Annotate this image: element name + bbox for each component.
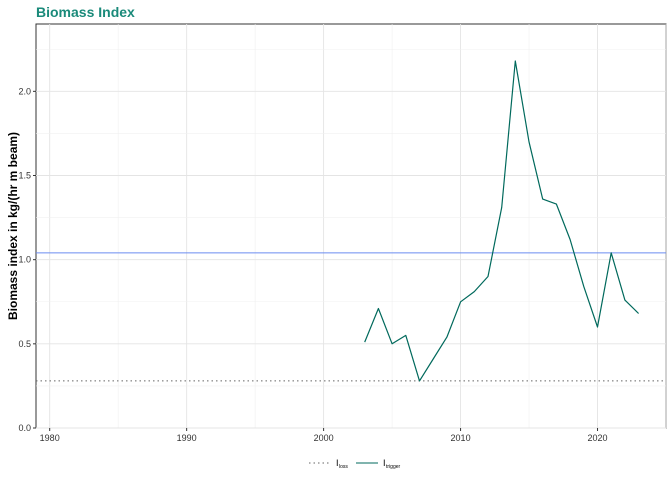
plot-panel [35,23,667,429]
x-tick-label: 2000 [314,433,334,443]
y-tick-label: 1.0 [18,255,31,265]
y-tick-label: 2.0 [18,86,31,96]
x-axis-ticks: 1980 1990 2000 2010 2020 [40,428,608,443]
chart-title: Biomass Index [36,4,135,20]
y-axis-ticks: 0.0 0.5 1.0 1.5 2.0 [18,86,36,433]
x-tick-label: 2020 [588,433,608,443]
grid-lines [36,24,667,429]
series-lines [364,60,640,382]
x-tick-label: 1990 [177,433,197,443]
legend-label-sub-trigger: trigger [386,464,401,470]
x-tick-label: 2010 [451,433,471,443]
legend-label-trigger: I [383,458,386,468]
y-tick-label: 1.5 [18,171,31,181]
x-tick-label: 1980 [40,433,60,443]
legend-label-loss: I [336,458,339,468]
y-tick-label: 0.5 [18,339,31,349]
legend-label-sub-loss: loss [339,464,348,470]
reference-lines [36,252,666,382]
y-tick-label: 0.0 [18,423,31,433]
series-line-i-trigger [364,60,640,382]
y-axis-label: Biomass index in kg/(hr m beam) [6,132,20,320]
